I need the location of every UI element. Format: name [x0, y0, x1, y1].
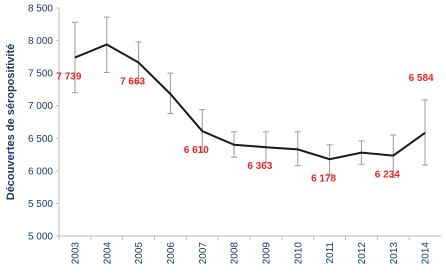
y-tick-label: 5 000 [28, 232, 53, 243]
x-tick-label: 2011 [325, 242, 336, 264]
y-tick-label: 8 500 [28, 4, 53, 15]
value-label: 6 363 [247, 161, 272, 172]
y-axis-label: Découvertes de séropositivité [5, 44, 17, 201]
y-tick-label: 8 000 [28, 36, 53, 47]
y-tick-label: 6 000 [28, 166, 53, 177]
x-tick-label: 2012 [357, 242, 368, 265]
x-tick-label: 2005 [134, 242, 145, 265]
y-tick-label: 6 500 [28, 134, 53, 145]
x-tick-label: 2010 [293, 242, 304, 265]
x-tick-label: 2006 [166, 242, 177, 265]
value-label: 6 178 [311, 173, 336, 184]
x-tick-label: 2009 [261, 242, 272, 265]
value-label: 6 234 [375, 170, 400, 181]
value-label: 7 739 [56, 72, 81, 83]
line [74, 43, 426, 161]
x-tick-label: 2008 [230, 242, 241, 265]
x-tick-label: 2007 [198, 242, 209, 265]
y-tick-label: 7 000 [28, 101, 53, 112]
y-tick-label: 7 500 [28, 69, 53, 80]
x-tick-label: 2003 [70, 242, 81, 265]
x-tick-label: 2013 [389, 242, 400, 265]
value-label: 6 610 [184, 145, 209, 156]
x-tick-label: 2004 [102, 242, 113, 265]
value-label: 7 663 [120, 77, 145, 88]
y-tick-label: 5 500 [28, 199, 53, 210]
value-label: 6 584 [409, 73, 434, 84]
x-tick-label: 2014 [421, 242, 432, 265]
